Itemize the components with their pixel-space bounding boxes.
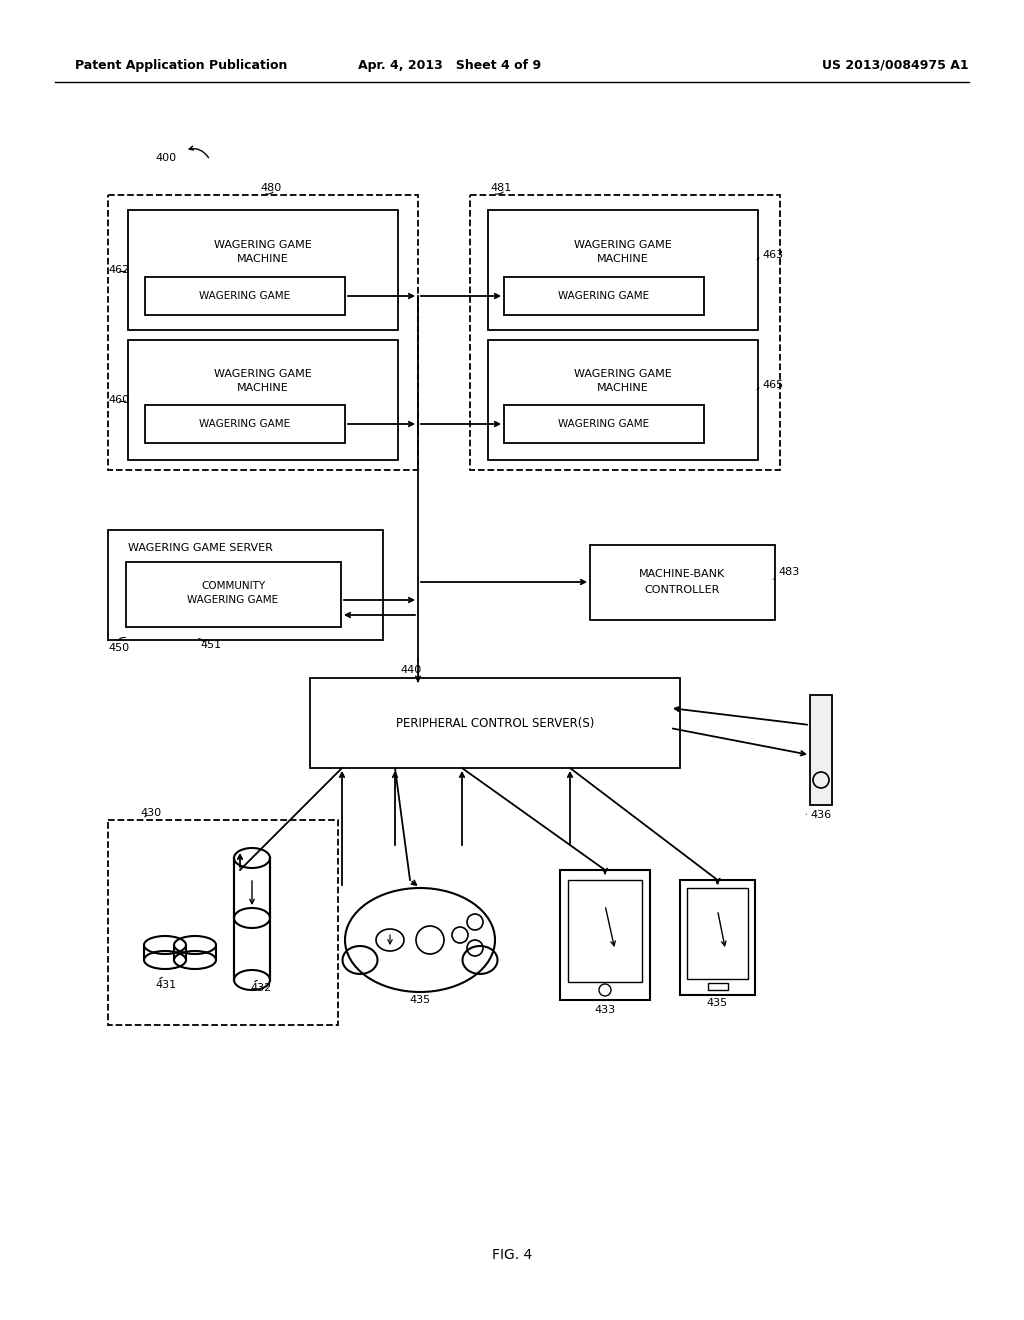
Text: 460: 460 bbox=[108, 395, 129, 405]
Bar bbox=[560, 870, 650, 1001]
Bar bbox=[126, 562, 341, 627]
Text: CONTROLLER: CONTROLLER bbox=[644, 585, 720, 595]
Bar bbox=[310, 678, 680, 768]
Text: WAGERING GAME: WAGERING GAME bbox=[214, 370, 312, 379]
Text: 436: 436 bbox=[810, 810, 831, 820]
Text: MACHINE-BANK: MACHINE-BANK bbox=[639, 569, 725, 579]
Text: 451: 451 bbox=[200, 640, 221, 649]
Text: COMMUNITY: COMMUNITY bbox=[201, 581, 265, 591]
Bar bbox=[108, 820, 338, 1026]
Text: US 2013/0084975 A1: US 2013/0084975 A1 bbox=[822, 58, 969, 71]
Bar bbox=[568, 880, 642, 982]
Bar bbox=[144, 945, 186, 960]
Text: WAGERING GAME: WAGERING GAME bbox=[214, 240, 312, 249]
Text: MACHINE: MACHINE bbox=[238, 383, 289, 393]
Bar bbox=[810, 696, 831, 805]
Bar bbox=[590, 545, 775, 620]
Text: 435: 435 bbox=[707, 998, 728, 1008]
Text: PERIPHERAL CONTROL SERVER(S): PERIPHERAL CONTROL SERVER(S) bbox=[396, 717, 594, 730]
Text: 480: 480 bbox=[260, 183, 282, 193]
Bar bbox=[504, 277, 705, 315]
Bar bbox=[108, 195, 418, 470]
Text: Apr. 4, 2013   Sheet 4 of 9: Apr. 4, 2013 Sheet 4 of 9 bbox=[358, 58, 542, 71]
Text: 462: 462 bbox=[108, 265, 129, 275]
Text: MACHINE: MACHINE bbox=[597, 253, 649, 264]
Text: WAGERING GAME: WAGERING GAME bbox=[558, 290, 649, 301]
Bar bbox=[488, 210, 758, 330]
Bar bbox=[128, 210, 398, 330]
Bar bbox=[488, 341, 758, 459]
Text: 465: 465 bbox=[762, 380, 783, 389]
Text: WAGERING GAME: WAGERING GAME bbox=[574, 370, 672, 379]
Bar bbox=[128, 341, 398, 459]
Text: FIG. 4: FIG. 4 bbox=[492, 1247, 532, 1262]
Bar bbox=[174, 945, 216, 960]
Bar bbox=[145, 277, 345, 315]
Text: WAGERING GAME: WAGERING GAME bbox=[200, 418, 291, 429]
Text: 450: 450 bbox=[108, 643, 129, 653]
Text: 463: 463 bbox=[762, 249, 783, 260]
Text: 481: 481 bbox=[490, 183, 511, 193]
Bar bbox=[108, 531, 383, 640]
Bar bbox=[504, 405, 705, 444]
Bar bbox=[708, 983, 727, 990]
Text: 433: 433 bbox=[595, 1005, 615, 1015]
Text: WAGERING GAME SERVER: WAGERING GAME SERVER bbox=[128, 543, 272, 553]
Text: 483: 483 bbox=[778, 568, 800, 577]
Text: WAGERING GAME: WAGERING GAME bbox=[558, 418, 649, 429]
Text: MACHINE: MACHINE bbox=[238, 253, 289, 264]
Text: 432: 432 bbox=[250, 983, 271, 993]
Text: 435: 435 bbox=[410, 995, 430, 1005]
Bar bbox=[234, 858, 270, 979]
Bar bbox=[145, 405, 345, 444]
Bar bbox=[687, 888, 748, 979]
Text: WAGERING GAME: WAGERING GAME bbox=[200, 290, 291, 301]
Bar bbox=[680, 880, 755, 995]
Text: 431: 431 bbox=[155, 979, 176, 990]
Text: 400: 400 bbox=[155, 153, 176, 162]
Text: Patent Application Publication: Patent Application Publication bbox=[75, 58, 288, 71]
Text: 430: 430 bbox=[140, 808, 161, 818]
Text: WAGERING GAME: WAGERING GAME bbox=[187, 595, 279, 605]
Text: WAGERING GAME: WAGERING GAME bbox=[574, 240, 672, 249]
Text: 440: 440 bbox=[400, 665, 421, 675]
Text: MACHINE: MACHINE bbox=[597, 383, 649, 393]
Bar bbox=[470, 195, 780, 470]
